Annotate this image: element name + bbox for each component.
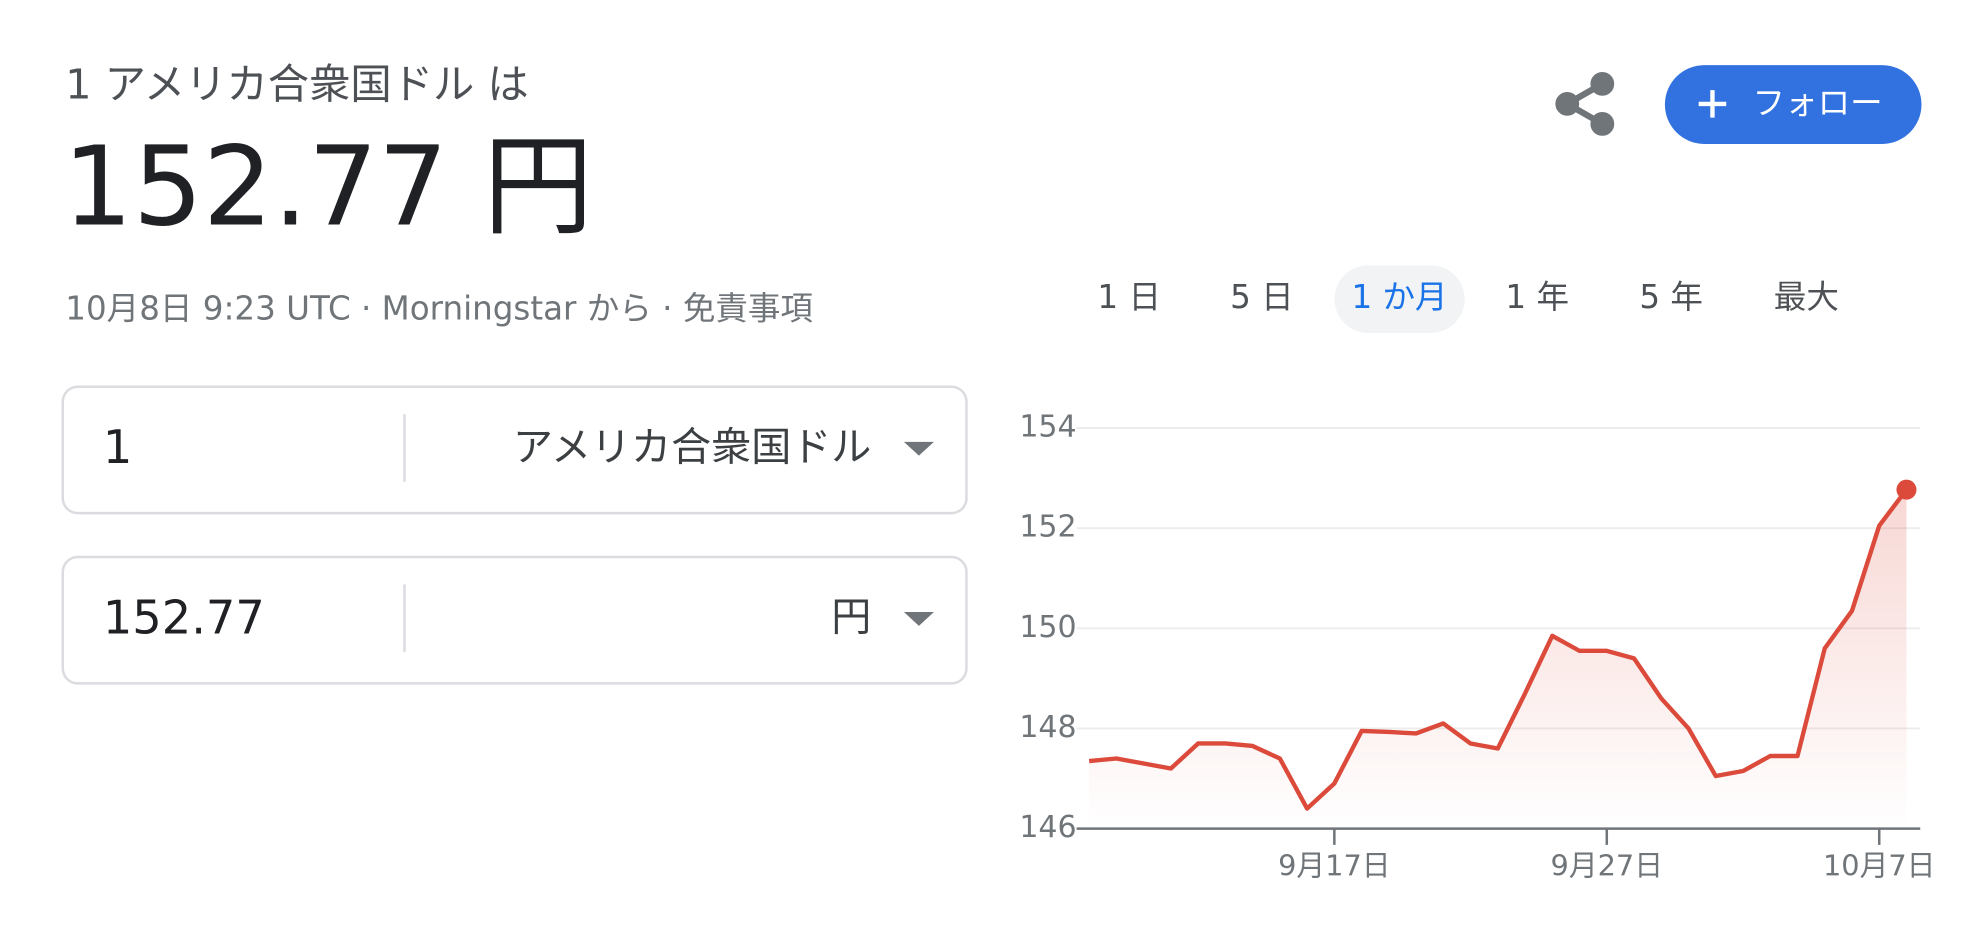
- converter-row: 152.77 円: [61, 555, 968, 685]
- dropdown-arrow: [903, 441, 934, 456]
- range-tab[interactable]: 5 年: [1639, 278, 1703, 316]
- range-label: 1 か月: [1351, 278, 1447, 316]
- converter-row: 1 アメリカ合衆国ドル: [61, 385, 968, 515]
- amount-input[interactable]: 152.77: [103, 590, 265, 644]
- range-label: 最大: [1774, 278, 1839, 316]
- range-tab[interactable]: 1 か月: [1334, 265, 1465, 333]
- last-point: [1896, 479, 1917, 500]
- y-tick-label: 150: [1019, 610, 1076, 645]
- follow-label: フォロー: [1753, 84, 1883, 122]
- y-tick-label: 148: [1019, 710, 1076, 745]
- rate: 152.77 円: [63, 122, 593, 250]
- converter-box: [61, 555, 968, 685]
- share-button[interactable]: [1555, 71, 1615, 136]
- x-tick-label: 9月27日: [1551, 848, 1663, 882]
- currency-select[interactable]: 円: [831, 595, 871, 641]
- x-tick-label: 10月7日: [1823, 848, 1935, 882]
- range-tab[interactable]: 5 日: [1230, 278, 1294, 316]
- line: [1088, 488, 1909, 811]
- range-label: 1 年: [1505, 278, 1569, 316]
- follow-button[interactable]: フォロー: [1664, 65, 1922, 144]
- range-highlight: [1334, 265, 1465, 333]
- y-tick-label: 146: [1019, 810, 1076, 845]
- range-label: 5 日: [1230, 278, 1294, 316]
- x-tick-label: 9月17日: [1278, 848, 1390, 882]
- y-tick-label: 154: [1019, 410, 1076, 445]
- range-label: 5 年: [1639, 278, 1703, 316]
- range-tab[interactable]: 1 年: [1505, 278, 1569, 316]
- dropdown-arrow: [903, 612, 934, 626]
- y-tick-label: 152: [1019, 510, 1076, 545]
- meta: 10月8日 9:23 UTC · Morningstar から · 免責事項: [65, 289, 813, 327]
- range-tab[interactable]: 1 日: [1097, 278, 1161, 316]
- currency-select[interactable]: アメリカ合衆国ドル: [513, 424, 871, 470]
- range-tab[interactable]: 最大: [1774, 278, 1839, 316]
- amount-input[interactable]: 1: [103, 420, 132, 474]
- converter-box: [61, 385, 968, 515]
- title: 1 アメリカ合衆国ドル は: [65, 61, 528, 109]
- range-label: 1 日: [1097, 278, 1161, 316]
- area: [1089, 489, 1907, 829]
